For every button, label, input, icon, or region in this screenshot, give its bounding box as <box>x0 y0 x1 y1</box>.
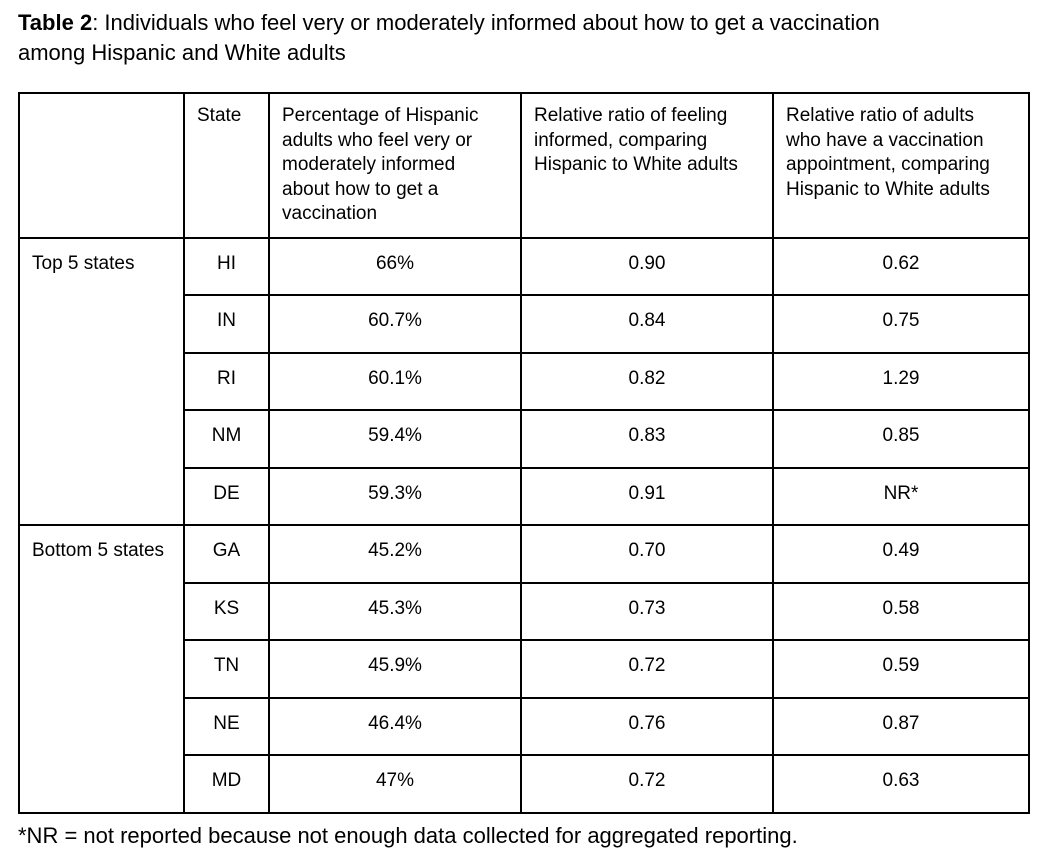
table-header: State Percentage of Hispanic adults who … <box>18 92 1030 239</box>
value-cell: 0.49 <box>772 524 1030 584</box>
state-cell: GA <box>183 524 270 584</box>
value-cell: 60.7% <box>268 294 522 354</box>
state-cell: NM <box>183 409 270 469</box>
table-row: RI 60.1% 0.82 1.29 <box>19 351 1030 411</box>
state-cell: MD <box>183 754 270 814</box>
value-cell: 45.3% <box>268 581 522 641</box>
value-cell: 0.84 <box>520 294 774 354</box>
value-cell: 59.3% <box>268 466 522 526</box>
value-cell: 0.63 <box>772 754 1030 814</box>
value-cell: 45.9% <box>268 639 522 699</box>
state-cell: TN <box>183 639 270 699</box>
table-title: Table 2: Individuals who feel very or mo… <box>18 8 938 68</box>
value-cell: 0.75 <box>772 294 1030 354</box>
table-row: TN 45.9% 0.72 0.59 <box>19 639 1030 699</box>
table-row: Top 5 states HI 66% 0.90 0.62 <box>18 236 1030 526</box>
value-cell: 60.1% <box>268 351 522 411</box>
value-cell: 0.91 <box>520 466 774 526</box>
value-cell: 1.29 <box>772 351 1030 411</box>
value-cell: NR* <box>772 466 1030 526</box>
state-cell: HI <box>183 236 270 296</box>
state-cell: RI <box>183 351 270 411</box>
table-row: NM 59.4% 0.83 0.85 <box>19 409 1030 469</box>
state-cell: NE <box>183 696 270 756</box>
header-cell-state: State <box>183 92 270 239</box>
group-label-cell: Bottom 5 states <box>18 524 185 814</box>
header-row: State Percentage of Hispanic adults who … <box>18 92 1030 239</box>
value-cell: 66% <box>268 236 522 296</box>
data-table: State Percentage of Hispanic adults who … <box>18 92 1030 814</box>
group-label-cell: Top 5 states <box>18 236 185 526</box>
table-row: Bottom 5 states GA 45.2% 0.70 0.49 <box>18 524 1030 814</box>
value-cell: 0.73 <box>520 581 774 641</box>
value-cell: 0.83 <box>520 409 774 469</box>
table-title-label: Table 2 <box>18 10 93 35</box>
value-cell: 46.4% <box>268 696 522 756</box>
value-cell: 0.87 <box>772 696 1030 756</box>
value-cell: 0.85 <box>772 409 1030 469</box>
state-cell: KS <box>183 581 270 641</box>
value-cell: 0.90 <box>520 236 774 296</box>
value-cell: 0.82 <box>520 351 774 411</box>
state-cell: IN <box>183 294 270 354</box>
value-cell: 0.59 <box>772 639 1030 699</box>
table-row: MD 47% 0.72 0.63 <box>19 754 1030 814</box>
value-cell: 47% <box>268 754 522 814</box>
table-row: NE 46.4% 0.76 0.87 <box>19 696 1030 756</box>
value-cell: 0.58 <box>772 581 1030 641</box>
table-body: Top 5 states HI 66% 0.90 0.62 IN 60.7% 0.84 0.75… <box>18 236 1030 814</box>
header-cell-percentage-informed: Percentage of Hispanic adults who feel v… <box>268 92 522 239</box>
footnote: *NR = not reported because not enough da… <box>18 822 798 848</box>
value-cell: 0.72 <box>520 639 774 699</box>
value-cell: 45.2% <box>268 524 522 584</box>
value-cell: 0.70 <box>520 524 774 584</box>
table-row: DE 59.3% 0.91 NR* <box>19 466 1030 526</box>
state-cell: DE <box>183 466 270 526</box>
value-cell: 0.76 <box>520 696 774 756</box>
table-title-text: : Individuals who feel very or moderatel… <box>18 10 880 65</box>
value-cell: 0.62 <box>772 236 1030 296</box>
value-cell: 59.4% <box>268 409 522 469</box>
header-cell-ratio-informed: Relative ratio of feeling informed, comp… <box>520 92 774 239</box>
table-row: KS 45.3% 0.73 0.58 <box>19 581 1030 641</box>
table-row: IN 60.7% 0.84 0.75 <box>19 294 1030 354</box>
value-cell: 0.72 <box>520 754 774 814</box>
header-cell-ratio-appointment: Relative ratio of adults who have a vacc… <box>772 92 1030 239</box>
header-cell-group <box>18 92 185 239</box>
